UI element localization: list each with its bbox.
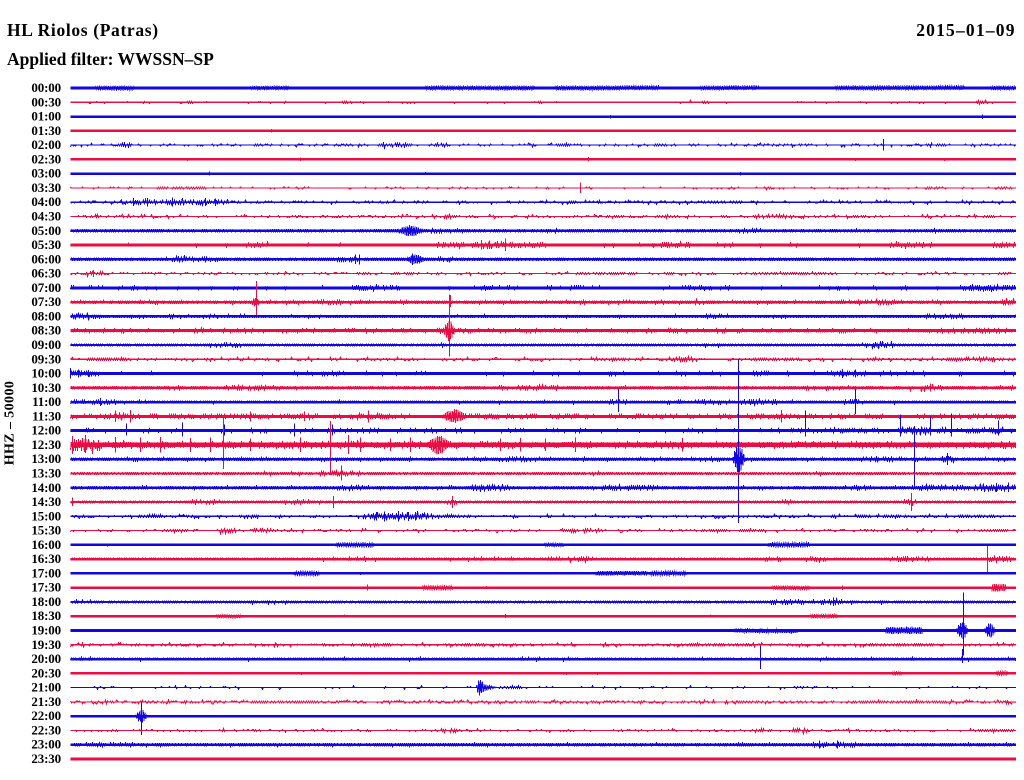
svg-text:14:30: 14:30 [31, 494, 61, 509]
svg-text:16:30: 16:30 [31, 551, 61, 566]
svg-text:09:00: 09:00 [31, 337, 61, 352]
svg-text:19:30: 19:30 [31, 637, 61, 652]
svg-text:23:00: 23:00 [31, 737, 61, 752]
svg-text:08:30: 08:30 [31, 323, 61, 338]
svg-text:18:30: 18:30 [31, 608, 61, 623]
svg-text:03:00: 03:00 [31, 166, 61, 181]
svg-text:10:30: 10:30 [31, 380, 61, 395]
svg-text:04:30: 04:30 [31, 209, 61, 224]
svg-text:12:30: 12:30 [31, 437, 61, 452]
svg-text:16:00: 16:00 [31, 537, 61, 552]
svg-text:19:00: 19:00 [31, 623, 61, 638]
svg-text:03:30: 03:30 [31, 180, 61, 195]
svg-text:09:30: 09:30 [31, 351, 61, 366]
svg-text:01:30: 01:30 [31, 123, 61, 138]
svg-text:02:30: 02:30 [31, 151, 61, 166]
svg-text:00:00: 00:00 [31, 80, 61, 95]
svg-text:HHZ – 50000: HHZ – 50000 [3, 381, 18, 466]
svg-text:11:00: 11:00 [32, 394, 61, 409]
svg-text:05:30: 05:30 [31, 237, 61, 252]
svg-text:17:00: 17:00 [31, 565, 61, 580]
svg-text:22:00: 22:00 [31, 708, 61, 723]
svg-text:01:00: 01:00 [31, 109, 61, 124]
svg-text:21:30: 21:30 [31, 694, 61, 709]
svg-text:13:00: 13:00 [31, 451, 61, 466]
svg-text:12:00: 12:00 [31, 423, 61, 438]
svg-text:08:00: 08:00 [31, 308, 61, 323]
svg-text:23:30: 23:30 [31, 751, 61, 766]
svg-text:11:30: 11:30 [32, 408, 61, 423]
svg-text:22:30: 22:30 [31, 723, 61, 738]
svg-text:07:30: 07:30 [31, 294, 61, 309]
svg-text:15:00: 15:00 [31, 508, 61, 523]
svg-text:05:00: 05:00 [31, 223, 61, 238]
svg-text:21:00: 21:00 [31, 680, 61, 695]
svg-text:13:30: 13:30 [31, 466, 61, 481]
svg-text:06:00: 06:00 [31, 251, 61, 266]
svg-text:Applied filter: WWSSN–SP: Applied filter: WWSSN–SP [7, 49, 214, 69]
svg-text:06:30: 06:30 [31, 266, 61, 281]
svg-text:17:30: 17:30 [31, 580, 61, 595]
svg-text:14:00: 14:00 [31, 480, 61, 495]
svg-text:20:00: 20:00 [31, 651, 61, 666]
svg-text:07:00: 07:00 [31, 280, 61, 295]
svg-text:15:30: 15:30 [31, 523, 61, 538]
svg-text:18:00: 18:00 [31, 594, 61, 609]
svg-text:00:30: 00:30 [31, 94, 61, 109]
svg-text:20:30: 20:30 [31, 665, 61, 680]
svg-text:04:00: 04:00 [31, 194, 61, 209]
svg-text:10:00: 10:00 [31, 366, 61, 381]
svg-text:02:00: 02:00 [31, 137, 61, 152]
svg-text:2015–01–09: 2015–01–09 [916, 20, 1016, 40]
svg-text:HL Riolos (Patras): HL Riolos (Patras) [7, 20, 159, 40]
